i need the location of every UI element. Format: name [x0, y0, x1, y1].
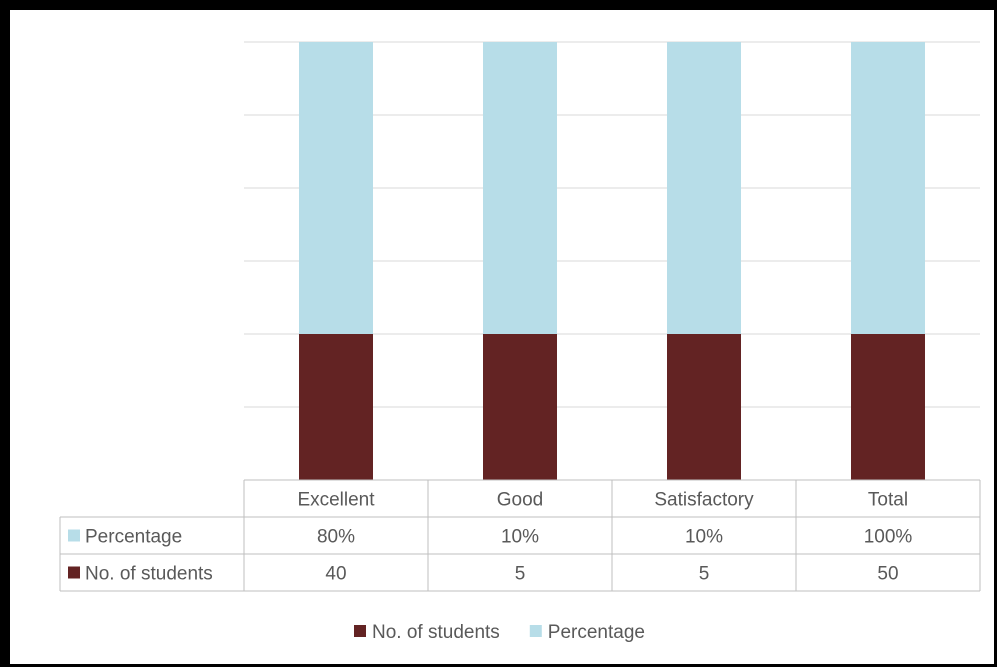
legend-key [354, 625, 366, 637]
legend: No. of students Percentage [354, 622, 645, 643]
table-cell-value: 80% [317, 527, 355, 548]
bar-no-of-students-good [483, 334, 557, 480]
category-label: Satisfactory [654, 490, 754, 511]
table-cell-value: 40 [325, 564, 346, 585]
table-row-label: Percentage [85, 527, 182, 548]
table-cell-value: 5 [515, 564, 526, 585]
table-cell-value: 50 [877, 564, 898, 585]
legend-label: Percentage [548, 622, 645, 643]
bar-percentage-satisfactory [667, 42, 741, 334]
category-label: Total [868, 490, 908, 511]
legend-key [529, 625, 542, 637]
legend-label: No. of students [372, 622, 500, 643]
bars [299, 42, 925, 480]
bar-percentage-good [483, 42, 557, 334]
table-legend-key [68, 529, 80, 542]
table-row-label: No. of students [85, 564, 213, 585]
table-legend-key [68, 566, 80, 579]
table-cell-value: 100% [864, 527, 913, 548]
bar-percentage-total [851, 42, 925, 334]
bar-no-of-students-satisfactory [667, 334, 741, 480]
bar-percentage-excellent [299, 42, 373, 334]
table-cell-value: 10% [685, 527, 723, 548]
bar-no-of-students-total [851, 334, 925, 480]
category-label: Good [497, 490, 543, 511]
table-cell-value: 10% [501, 527, 539, 548]
bar-no-of-students-excellent [299, 334, 373, 480]
category-label: Excellent [297, 490, 375, 511]
table-cell-value: 5 [699, 564, 710, 585]
data-table: Excellent Good Satisfactory Total Percentage… [59, 479, 981, 592]
